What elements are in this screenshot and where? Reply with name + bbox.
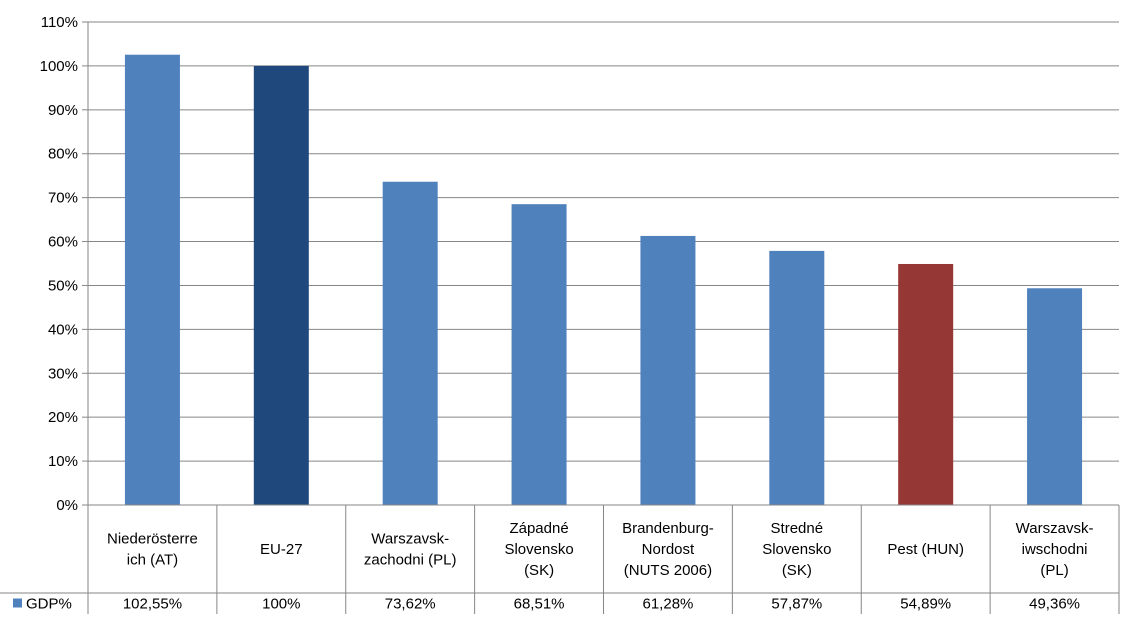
data-label: 49,36%: [1029, 596, 1080, 613]
category-label: Niederösterre: [107, 531, 198, 548]
bars: [124, 54, 1083, 505]
bar: [640, 235, 696, 505]
bar: [1027, 288, 1083, 505]
y-tick-label: 60%: [48, 234, 78, 251]
category-label: EU-27: [260, 541, 303, 558]
bar: [382, 181, 438, 505]
category-label: Stredné: [771, 520, 824, 537]
data-label: 100%: [262, 596, 300, 613]
legend-swatch: [13, 598, 22, 608]
y-tick-label: 110%: [41, 14, 78, 31]
category-label: (PL): [1040, 562, 1068, 579]
category-label: Slovensko: [504, 541, 573, 558]
category-label: ich (AT): [127, 552, 178, 569]
category-label: Slovensko: [762, 541, 831, 558]
y-tick-label: 30%: [48, 365, 78, 382]
category-label: zachodni (PL): [364, 552, 457, 569]
y-tick-label: 20%: [48, 409, 78, 426]
data-label: 54,89%: [900, 596, 951, 613]
category-label: Warszavsk-: [1016, 520, 1094, 537]
y-tick-label: 40%: [48, 321, 78, 338]
gridlines: [88, 21, 1119, 462]
data-label: 57,87%: [771, 596, 822, 613]
y-tick-label: 70%: [48, 190, 78, 207]
category-label: Pest (HUN): [887, 541, 964, 558]
y-tick-label: 90%: [48, 102, 78, 119]
category-label: Západné: [509, 520, 568, 537]
y-tick-label: 80%: [48, 146, 78, 163]
legend-label: GDP%: [26, 596, 72, 613]
data-label: 68,51%: [514, 596, 565, 613]
bar: [769, 250, 825, 505]
data-label: 73,62%: [385, 596, 436, 613]
bar: [511, 204, 567, 505]
category-label: Nordost: [642, 541, 695, 558]
y-tick-label: 10%: [48, 453, 78, 470]
axes: [82, 21, 1119, 614]
data-label: 61,28%: [643, 596, 694, 613]
category-label: iwschodni: [1022, 541, 1088, 558]
bar: [253, 65, 309, 505]
data-table: Niederösterre ich (AT) EU-27 Warszavsk-zach…: [0, 505, 1120, 614]
y-tick-label: 100%: [40, 58, 78, 75]
data-label: 102,55%: [123, 596, 182, 613]
category-label: Warszavsk-: [371, 531, 449, 548]
bar: [898, 263, 954, 505]
y-tick-labels: 0% 10% 20% 30% 40% 50% 60% 70% 80% 90% 100% 110%: [40, 14, 78, 514]
category-label: (SK): [782, 562, 812, 579]
bar: [124, 54, 180, 505]
category-label: (NUTS 2006): [624, 562, 712, 579]
category-label: Brandenburg-: [622, 520, 714, 537]
category-label: (SK): [524, 562, 554, 579]
y-tick-label: 50%: [48, 277, 78, 294]
y-tick-label: 0%: [56, 497, 78, 514]
